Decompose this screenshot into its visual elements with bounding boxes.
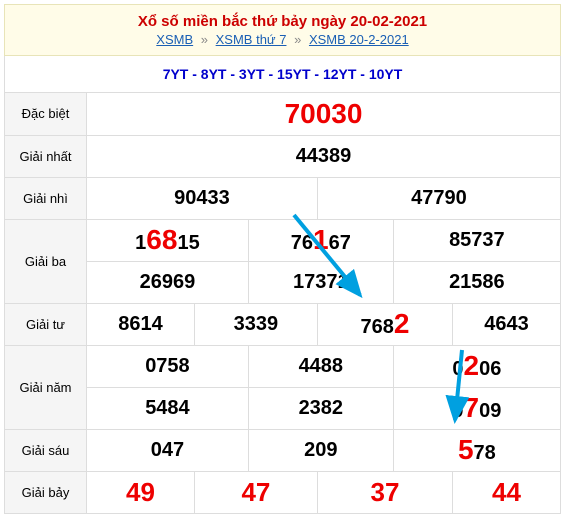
result-seventh-1: 47 [194, 471, 317, 513]
label-sixth: Giải sáu [5, 429, 87, 471]
row-third-2: 26969 17371 21586 [5, 261, 561, 303]
label-fourth: Giải tư [5, 303, 87, 345]
breadcrumb-link-day[interactable]: XSMB thứ 7 [216, 32, 287, 47]
result-third-2: 85737 [393, 219, 560, 261]
result-third-0: 16815 [87, 219, 249, 261]
breadcrumb-link-xsmb[interactable]: XSMB [156, 32, 193, 47]
header: Xổ số miền bắc thứ bảy ngày 20-02-2021 X… [4, 4, 561, 56]
row-fifth-2: 5484 2382 0709 [5, 387, 561, 429]
result-fourth-2: 7682 [317, 303, 452, 345]
result-fifth-1: 4488 [248, 345, 393, 387]
result-second-0: 90433 [87, 177, 318, 219]
result-first: 44389 [87, 135, 561, 177]
result-fifth-2: 0206 [393, 345, 560, 387]
label-second: Giải nhì [5, 177, 87, 219]
row-second: Giải nhì 90433 47790 [5, 177, 561, 219]
result-fifth-5: 0709 [393, 387, 560, 429]
result-special: 70030 [87, 93, 561, 135]
result-third-5: 21586 [393, 261, 560, 303]
row-fourth: Giải tư 8614 3339 7682 4643 [5, 303, 561, 345]
result-seventh-0: 49 [87, 471, 195, 513]
row-sixth: Giải sáu 047 209 578 [5, 429, 561, 471]
row-special: Đặc biệt 70030 [5, 93, 561, 135]
result-fourth-3: 4643 [453, 303, 561, 345]
results-table: Đặc biệt 70030 Giải nhất 44389 Giải nhì … [4, 93, 561, 514]
label-fifth: Giải năm [5, 345, 87, 429]
result-sixth-0: 047 [87, 429, 249, 471]
label-first: Giải nhất [5, 135, 87, 177]
result-third-1: 76167 [248, 219, 393, 261]
row-seventh: Giải bảy 49 47 37 44 [5, 471, 561, 513]
lottery-codes: 7YT - 8YT - 3YT - 15YT - 12YT - 10YT [4, 56, 561, 93]
row-fifth-1: Giải năm 0758 4488 0206 [5, 345, 561, 387]
page-title: Xổ số miền bắc thứ bảy ngày 20-02-2021 [13, 13, 552, 30]
result-seventh-3: 44 [453, 471, 561, 513]
row-first: Giải nhất 44389 [5, 135, 561, 177]
result-third-3: 26969 [87, 261, 249, 303]
result-second-1: 47790 [317, 177, 560, 219]
result-fourth-0: 8614 [87, 303, 195, 345]
label-third: Giải ba [5, 219, 87, 303]
breadcrumb: XSMB » XSMB thứ 7 » XSMB 20-2-2021 [13, 32, 552, 47]
row-third-1: Giải ba 16815 76167 85737 [5, 219, 561, 261]
result-third-4: 17371 [248, 261, 393, 303]
breadcrumb-separator: » [201, 32, 208, 47]
result-fifth-3: 5484 [87, 387, 249, 429]
result-fourth-1: 3339 [194, 303, 317, 345]
label-seventh: Giải bảy [5, 471, 87, 513]
lottery-results-container: Xổ số miền bắc thứ bảy ngày 20-02-2021 X… [0, 0, 565, 518]
result-seventh-2: 37 [317, 471, 452, 513]
result-sixth-1: 209 [248, 429, 393, 471]
result-fifth-4: 2382 [248, 387, 393, 429]
result-fifth-0: 0758 [87, 345, 249, 387]
result-sixth-2: 578 [393, 429, 560, 471]
breadcrumb-link-date[interactable]: XSMB 20-2-2021 [309, 32, 409, 47]
label-special: Đặc biệt [5, 93, 87, 135]
breadcrumb-separator: » [294, 32, 301, 47]
